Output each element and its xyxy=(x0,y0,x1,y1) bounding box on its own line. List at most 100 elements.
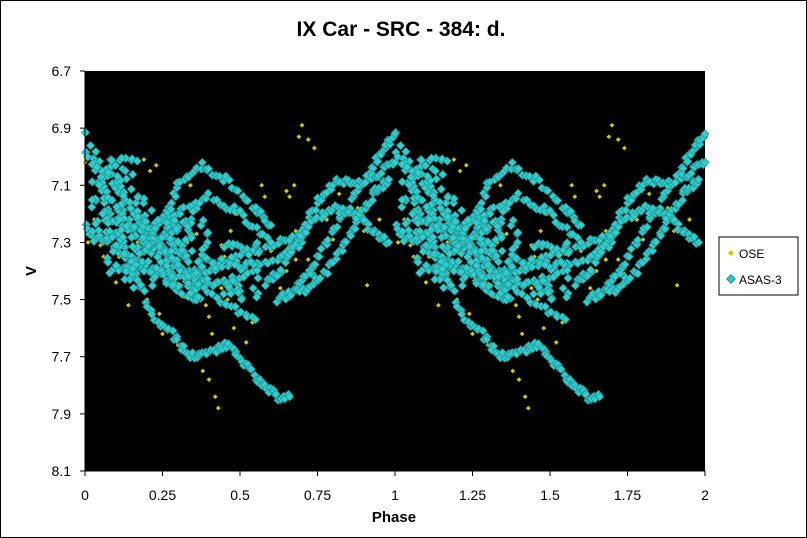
asas-3-point xyxy=(626,244,636,254)
asas-3-point xyxy=(310,259,320,270)
asas-3-point xyxy=(576,237,586,248)
asas-3-point xyxy=(540,259,550,270)
asas-3-point xyxy=(89,236,99,246)
ose-point xyxy=(423,280,429,285)
y-tick-label: 7.3 xyxy=(52,234,72,250)
ose-point xyxy=(160,331,165,337)
asas-3-point xyxy=(129,222,139,232)
asas-3-point xyxy=(417,155,427,165)
asas-3-point xyxy=(498,206,508,216)
ose-point xyxy=(640,237,646,242)
ose-point xyxy=(615,257,621,262)
ose-point xyxy=(188,182,193,188)
ose-point xyxy=(622,145,627,151)
asas-3-point xyxy=(513,188,523,198)
asas-3-point xyxy=(224,175,234,185)
asas-3-point xyxy=(260,280,271,291)
asas-3-point xyxy=(151,263,162,273)
asas-3-point xyxy=(133,192,143,202)
asas-3-point xyxy=(651,237,661,247)
asas-3-point xyxy=(128,169,138,180)
asas-3-point xyxy=(87,195,97,205)
ose-point xyxy=(470,331,475,337)
asas-3-point xyxy=(228,239,238,249)
asas-3-point xyxy=(503,279,513,290)
asas-3-point xyxy=(443,192,453,202)
asas-3-point xyxy=(114,214,125,225)
ose-point xyxy=(364,282,370,288)
ose-point xyxy=(516,377,522,382)
asas-3-point xyxy=(276,265,286,275)
asas-3-point xyxy=(562,292,572,302)
asas-3-point xyxy=(111,240,121,251)
asas-3-point xyxy=(453,241,463,251)
ose-point xyxy=(355,205,361,211)
asas-3-point xyxy=(107,155,117,165)
ose-point xyxy=(305,137,311,142)
asas-3-point xyxy=(527,262,537,272)
asas-3-point xyxy=(127,264,138,274)
ose-point xyxy=(200,368,206,374)
ose-point xyxy=(212,394,218,400)
asas-3-point xyxy=(537,183,547,193)
asas-3-point xyxy=(350,224,360,234)
y-tick-label: 8.1 xyxy=(52,463,72,479)
x-tick-label: 1 xyxy=(391,487,399,503)
chart-title: IX Car - SRC - 384: d. xyxy=(297,18,506,41)
asas-3-point xyxy=(415,226,425,236)
ose-point xyxy=(408,242,413,248)
asas-3-point xyxy=(107,232,117,242)
series-asas-3 xyxy=(80,127,710,405)
asas-3-point xyxy=(91,146,101,157)
asas-3-point xyxy=(534,282,544,292)
asas-3-point xyxy=(449,266,459,276)
asas-3-point xyxy=(162,261,172,271)
asas-3-point xyxy=(563,273,573,283)
asas-3-point xyxy=(228,275,238,286)
asas-3-point xyxy=(472,261,482,271)
asas-3-point xyxy=(511,253,521,263)
asas-3-point xyxy=(332,222,342,232)
asas-3-point xyxy=(150,223,160,234)
asas-3-point xyxy=(444,248,455,259)
asas-3-point xyxy=(207,289,217,299)
asas-3-point xyxy=(248,283,258,293)
asas-3-point xyxy=(126,184,136,194)
ose-point xyxy=(687,217,692,222)
asas-3-point xyxy=(475,234,486,244)
ose-point xyxy=(85,240,91,245)
y-tick-label: 7.1 xyxy=(52,177,72,193)
asas-3-point xyxy=(169,215,180,226)
asas-3-point xyxy=(426,200,436,210)
asas-3-point xyxy=(161,278,172,289)
asas-3-point xyxy=(253,248,264,258)
ose-point xyxy=(538,228,544,234)
x-tick-label: 1.75 xyxy=(614,487,641,503)
asas-3-point xyxy=(133,212,143,222)
asas-3-point xyxy=(193,292,203,302)
asas-3-point xyxy=(125,197,135,207)
asas-3-point xyxy=(402,162,412,172)
ose-point xyxy=(513,302,519,308)
asas-3-point xyxy=(146,267,156,277)
asas-3-point xyxy=(677,169,687,180)
asas-3-point xyxy=(438,169,448,180)
asas-3-point xyxy=(111,202,122,212)
asas-3-point xyxy=(191,268,201,278)
asas-3-point xyxy=(576,220,586,230)
x-tick-label: 0.75 xyxy=(304,487,331,503)
asas-3-point xyxy=(507,244,518,255)
asas-3-point xyxy=(538,239,548,249)
y-tick-label: 6.9 xyxy=(52,120,72,136)
legend-label-ose: OSE xyxy=(739,247,764,261)
asas-3-point xyxy=(596,290,606,300)
ose-point xyxy=(91,217,97,222)
asas-3-point xyxy=(360,178,370,188)
asas-3-point xyxy=(596,247,607,257)
x-tick-label: 1.5 xyxy=(540,487,560,503)
asas-3-point xyxy=(252,222,262,232)
asas-3-point xyxy=(421,260,431,271)
asas-3-point xyxy=(390,157,400,168)
asas-3-point xyxy=(160,246,170,257)
asas-3-point xyxy=(586,265,596,275)
